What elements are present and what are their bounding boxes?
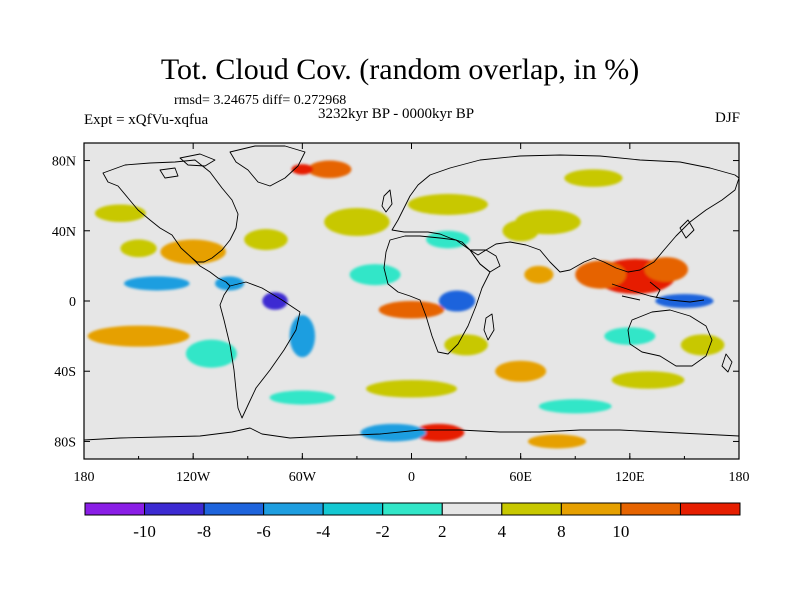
coast-australia: [627, 309, 713, 367]
anomaly-patch: [538, 399, 612, 414]
anomaly-patch: [524, 265, 554, 284]
x-tick-label: 180: [729, 470, 750, 485]
coast-greenland: [229, 145, 306, 187]
colorbar-swatch: [501, 502, 562, 516]
plot-title: Tot. Cloud Cov. (random overlap, in %): [160, 53, 640, 86]
colorbar-swatch: [382, 502, 443, 516]
x-tick-label: 120E: [615, 470, 645, 485]
colorbar-swatch: [144, 502, 205, 516]
anomaly-patch: [515, 209, 581, 235]
anomaly-patch: [527, 434, 587, 449]
anomaly-patch: [269, 390, 336, 405]
colorbar-swatch: [560, 502, 622, 516]
map-plot-area: 180 120W 60W 0 60E 120E 180 80N 40N 0 40S 80S: [52, 142, 750, 485]
coast-south-america: [219, 281, 301, 419]
colorbar-swatch: [679, 502, 741, 516]
longitude-axis: 180 120W 60W 0 60E 120E 180: [74, 470, 750, 485]
anomaly-patch: [378, 301, 445, 319]
anomaly-patch: [407, 193, 488, 215]
coast-indonesia: [611, 281, 705, 303]
colorbar-label: -8: [197, 522, 211, 541]
period-label: 3232kyr BP - 0000kyr BP: [318, 106, 475, 122]
colorbar-label: 2: [438, 522, 447, 541]
anomaly-patch: [289, 315, 316, 358]
axis-ticks: [83, 143, 740, 459]
anomaly-patch: [262, 292, 288, 310]
colorbar-label: -6: [257, 522, 271, 541]
y-tick-label: 80N: [52, 155, 76, 170]
anomaly-patch: [87, 325, 190, 347]
anomaly-patch: [611, 371, 685, 389]
anomaly-patch: [160, 239, 226, 265]
coast-antarctica: [84, 427, 739, 441]
latitude-axis: 80N 40N 0 40S 80S: [52, 155, 76, 451]
coast-europe-asia: [391, 154, 739, 273]
x-tick-label: 60W: [289, 470, 317, 485]
anomaly-patch: [575, 260, 627, 289]
anomaly-patch: [413, 423, 465, 442]
anomaly-patch: [185, 339, 237, 368]
experiment-label: Expt = xQfVu-xqfua: [84, 112, 209, 128]
anomaly-patch: [644, 257, 689, 282]
anomaly-patch: [120, 239, 157, 258]
colorbar-label: 10: [612, 522, 629, 541]
anomaly-patch: [680, 334, 725, 356]
colorbar-swatch: [322, 502, 384, 516]
y-tick-label: 40S: [54, 365, 76, 380]
coast-madagascar: [483, 313, 495, 341]
colorbar-swatch: [263, 502, 324, 516]
anomaly-patch: [307, 160, 352, 179]
colorbar-label: -10: [133, 522, 156, 541]
anomaly-patch: [324, 207, 390, 237]
y-tick-label: 40N: [52, 225, 76, 240]
anomaly-patch: [495, 360, 547, 382]
x-tick-label: 0: [408, 470, 415, 485]
coast-north-america: [102, 159, 239, 263]
colorbar-label: -4: [316, 522, 331, 541]
colorbar-swatch: [620, 502, 681, 516]
coast-arabia: [469, 249, 501, 273]
colorbar-swatch: [203, 502, 265, 516]
coast-uk: [381, 189, 393, 213]
x-tick-label: 120W: [176, 470, 211, 485]
anomaly-patch: [444, 334, 488, 356]
coast-japan: [679, 219, 695, 239]
anomaly-patch: [94, 204, 146, 223]
colorbar: -10 -8 -6 -4 -2 2 4 8 10: [84, 502, 741, 541]
coast-arctic-islands: [159, 153, 216, 179]
anomaly-patch: [349, 264, 401, 286]
y-tick-label: 80S: [54, 435, 76, 450]
coast-africa: [383, 235, 491, 355]
anomaly-patch: [124, 276, 190, 291]
statistics-text: rmsd= 3.24675 diff= 0.272968: [174, 93, 347, 108]
x-tick-label: 60E: [509, 470, 532, 485]
anomaly-patch: [366, 380, 457, 398]
anomaly-patch: [438, 290, 476, 312]
colorbar-label: -2: [376, 522, 390, 541]
coast-central-america: [191, 257, 231, 287]
anomaly-patch: [564, 169, 623, 187]
colorbar-label: 8: [557, 522, 566, 541]
coast-new-zealand: [721, 353, 733, 373]
coastlines: [84, 145, 739, 441]
anomaly-patch: [244, 229, 288, 251]
colorbar-swatch: [441, 502, 503, 516]
colorbar-label: 4: [498, 522, 507, 541]
anomaly-patch: [426, 230, 470, 249]
colorbar-swatch: [84, 502, 146, 516]
y-tick-label: 0: [69, 295, 76, 310]
anomaly-patch: [604, 327, 656, 345]
x-tick-label: 180: [74, 470, 95, 485]
season-label: DJF: [714, 110, 740, 126]
